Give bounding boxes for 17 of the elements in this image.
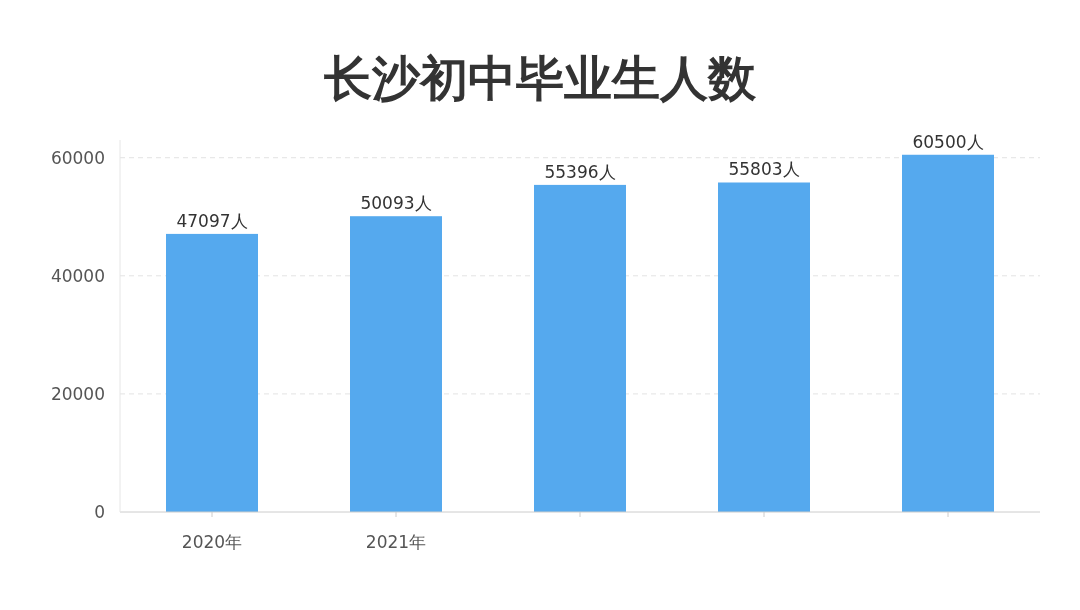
bar [902,154,994,512]
data-label: 55803人 [728,159,800,180]
chart-title: 长沙初中毕业生人数 [323,50,757,106]
data-label: 55396人 [544,161,616,182]
data-label: 47097人 [176,210,248,231]
x-tick-label: 2021年 [365,532,427,552]
bar [166,233,258,512]
bar [350,216,442,512]
bar [718,182,810,512]
bar [534,184,626,512]
data-label: 60500人 [912,131,984,152]
y-tick-label: 60000 [50,147,105,168]
y-tick-label: 0 [94,502,105,522]
y-tick-label: 40000 [50,265,105,286]
data-label: 50093人 [360,193,432,214]
y-tick-label: 20000 [50,383,105,404]
x-tick-label: 2020年 [181,532,243,552]
